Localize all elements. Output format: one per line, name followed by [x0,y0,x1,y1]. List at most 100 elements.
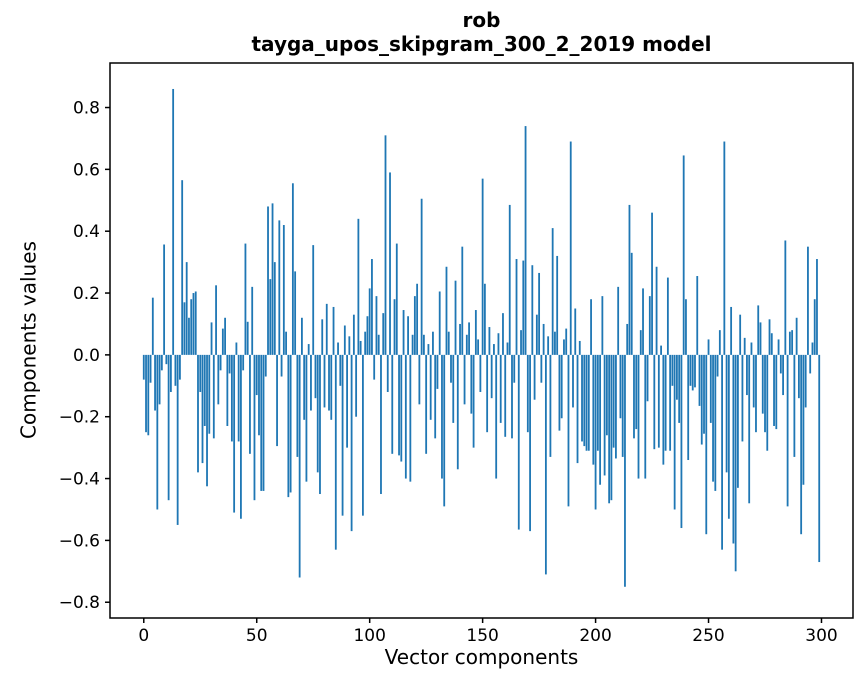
bar [145,354,147,433]
bar [465,334,468,355]
bar [615,354,617,459]
bar [391,354,394,454]
bar [678,354,681,423]
bar [529,354,531,532]
bar [603,354,606,476]
bar [601,296,604,355]
y-tick-label: −0.4 [59,470,100,490]
bar [337,342,339,355]
tick-marks [105,106,823,623]
bar [436,354,439,389]
bar [809,354,812,374]
bar [438,291,441,355]
bar [542,323,545,355]
bar [698,354,701,406]
bar [393,299,396,355]
bar [800,354,803,535]
bar [630,252,633,355]
bar [267,206,269,355]
bar [422,334,425,355]
bar [479,354,482,392]
bar [490,354,493,399]
bar [779,354,782,374]
bar [578,340,581,355]
bar [795,317,798,355]
x-tick-label: 0 [138,626,149,646]
bar [201,354,204,464]
bar [240,354,242,519]
bar [671,354,674,386]
bar [307,344,310,355]
bar [434,354,437,439]
bar [669,354,672,451]
bar [441,354,443,479]
bar [734,354,737,572]
y-axis-label: Components values [16,241,41,439]
bar [493,344,495,355]
bar [228,354,231,374]
bar [802,354,805,485]
bar [511,354,513,439]
bar [357,218,360,355]
bar [355,354,358,417]
bar [382,313,385,355]
bar [224,317,226,355]
bar [206,354,208,487]
bar [432,331,434,355]
bar [192,293,195,355]
bar [260,354,263,491]
bar [743,337,746,355]
bar [210,322,213,355]
bar [572,354,574,408]
bar [567,354,570,507]
bar [142,354,145,380]
bar [151,297,154,355]
chart-title: rob tayga_upos_skipgram_300_2_2019 model [110,8,853,56]
bar [312,245,315,355]
bar [569,141,572,355]
x-tick-label: 200 [579,626,611,646]
bar [359,340,362,355]
bar [325,303,328,355]
bar [594,354,597,510]
bar [255,354,258,396]
bar [301,317,303,355]
bar [642,288,644,355]
bar [481,178,484,355]
bar [680,354,683,529]
bar [400,354,403,462]
bar [371,259,373,355]
bar [253,354,256,501]
bar [592,354,595,465]
bar [517,354,520,530]
bar [639,330,642,355]
bar [235,342,238,355]
bar [651,212,653,355]
bar [791,330,794,355]
bar [554,331,556,355]
bar [185,262,188,355]
bar [402,310,405,355]
bar [599,354,602,485]
bar [540,354,543,383]
bar [316,354,319,473]
bar [461,246,464,355]
chart-title-line2: tayga_upos_skipgram_300_2_2019 model [251,32,712,56]
bar [217,354,220,405]
bar [782,354,784,396]
bar [574,308,577,355]
bar [348,336,351,355]
bar [386,354,389,392]
axes-spines [109,62,854,619]
bar [212,354,215,439]
bar [587,354,590,451]
y-tick-label: 0.4 [73,222,100,242]
bar [608,354,611,504]
bar [172,88,175,355]
bar [215,285,217,355]
bar [468,322,470,355]
bar [230,354,233,442]
bar [538,272,541,355]
bar [373,354,376,380]
bar [163,244,166,355]
